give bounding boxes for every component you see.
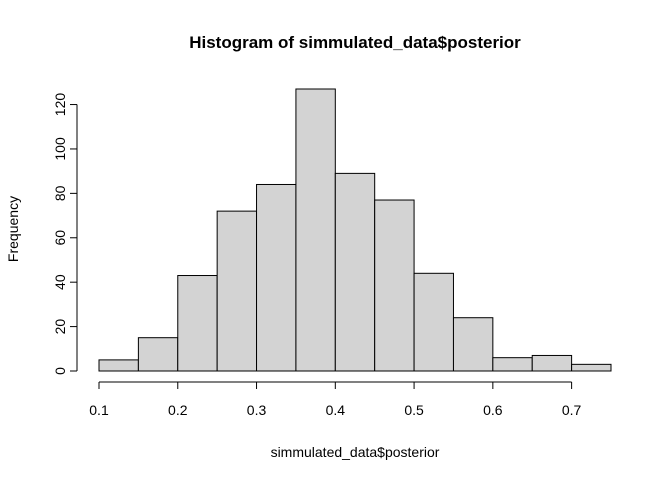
histogram-bars xyxy=(98,88,612,372)
histogram-bar xyxy=(177,275,218,372)
histogram-bar xyxy=(413,272,454,372)
histogram-bar xyxy=(216,210,258,372)
histogram-bar xyxy=(295,88,336,372)
y-tick-label: 100 xyxy=(52,137,68,161)
y-tick-label: 20 xyxy=(52,319,68,335)
x-tick-label: 0.7 xyxy=(562,402,582,418)
histogram-bar xyxy=(571,363,612,372)
histogram-bar xyxy=(374,199,415,372)
y-tick-label: 40 xyxy=(52,274,68,290)
histogram-bar xyxy=(531,354,573,372)
histogram-bar xyxy=(98,359,139,372)
x-axis-label: simmulated_data$posterior xyxy=(271,444,440,460)
y-axis: 0 20 40 60 80 100 120 xyxy=(52,93,78,375)
histogram-bar xyxy=(492,357,533,372)
histogram-bar xyxy=(334,172,376,372)
x-tick-label: 0.3 xyxy=(247,402,267,418)
x-tick-label: 0.6 xyxy=(483,402,503,418)
y-tick-label: 80 xyxy=(52,185,68,201)
histogram-bar xyxy=(256,183,297,372)
x-axis: 0.1 0.2 0.3 0.4 0.5 0.6 0.7 xyxy=(89,381,582,418)
y-axis-label: Frequency xyxy=(5,196,21,262)
x-tick-label: 0.1 xyxy=(89,402,109,418)
x-tick-label: 0.5 xyxy=(404,402,424,418)
histogram-bar xyxy=(137,337,179,372)
y-tick-label: 60 xyxy=(52,230,68,246)
x-tick-label: 0.4 xyxy=(326,402,346,418)
y-tick-label: 0 xyxy=(52,367,68,375)
x-tick-label: 0.2 xyxy=(168,402,188,418)
y-tick-label: 120 xyxy=(52,93,68,117)
chart-title: Histogram of simmulated_data$posterior xyxy=(189,33,521,52)
histogram-bar xyxy=(452,317,494,372)
